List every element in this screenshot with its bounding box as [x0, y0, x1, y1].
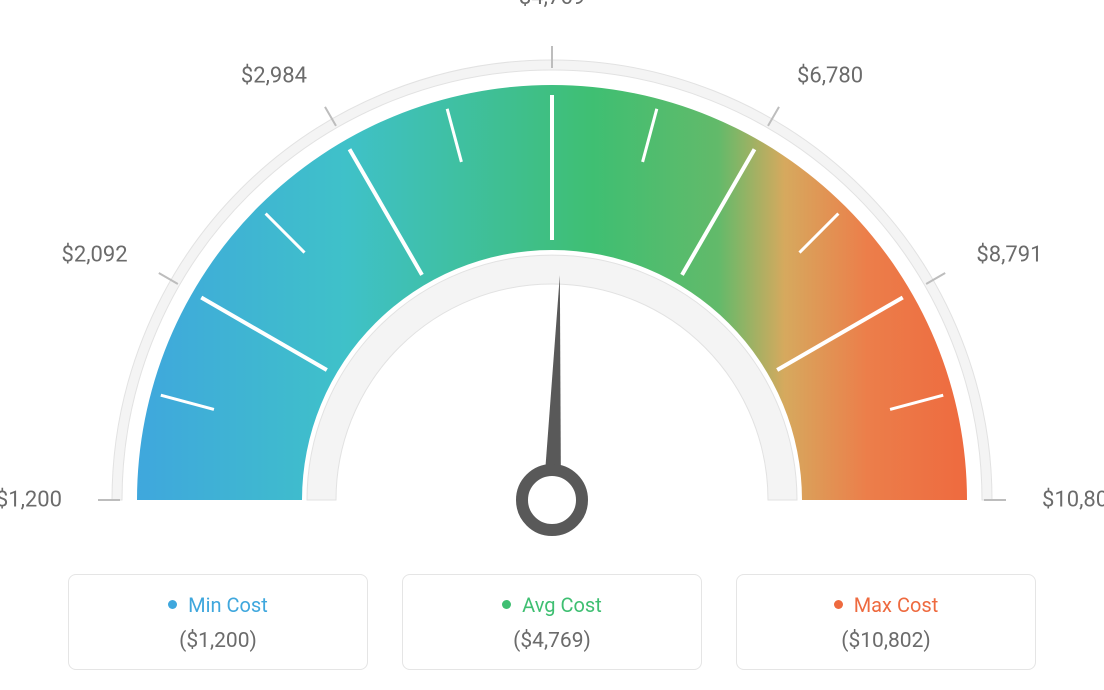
legend-value-max: ($10,802) [747, 629, 1025, 653]
gauge-svg [0, 30, 1104, 570]
legend-title-max: Max Cost [747, 593, 1025, 617]
legend-title-max-text: Max Cost [854, 593, 939, 617]
gauge-area: $1,200 $2,092 $2,984 $4,769 $6,780 $8,791 $10,… [0, 0, 1104, 540]
gauge-tick-label: $8,791 [976, 243, 1042, 268]
gauge-tick-label: $6,780 [797, 63, 863, 88]
legend-value-min: ($1,200) [79, 629, 357, 653]
gauge-tick-label: $10,802 [1042, 488, 1104, 513]
legend-dot-max [834, 600, 843, 609]
legend-title-min: Min Cost [79, 593, 357, 617]
legend-title-avg-text: Avg Cost [522, 593, 602, 617]
cost-gauge-infographic: $1,200 $2,092 $2,984 $4,769 $6,780 $8,791 $10,… [0, 0, 1104, 690]
gauge-tick-label: $1,200 [0, 488, 62, 513]
gauge-tick-label: $2,092 [61, 243, 127, 268]
legend-title-avg: Avg Cost [413, 593, 691, 617]
legend-title-min-text: Min Cost [188, 593, 268, 617]
legend-card-max: Max Cost ($10,802) [736, 574, 1036, 670]
legend-dot-min [168, 600, 177, 609]
legend-card-avg: Avg Cost ($4,769) [402, 574, 702, 670]
legend-dot-avg [502, 600, 511, 609]
legend-card-min: Min Cost ($1,200) [68, 574, 368, 670]
legend-row: Min Cost ($1,200) Avg Cost ($4,769) Max … [0, 574, 1104, 670]
gauge-tick-label: $4,769 [519, 0, 585, 10]
legend-value-avg: ($4,769) [413, 629, 691, 653]
gauge-tick-label: $2,984 [241, 63, 307, 88]
